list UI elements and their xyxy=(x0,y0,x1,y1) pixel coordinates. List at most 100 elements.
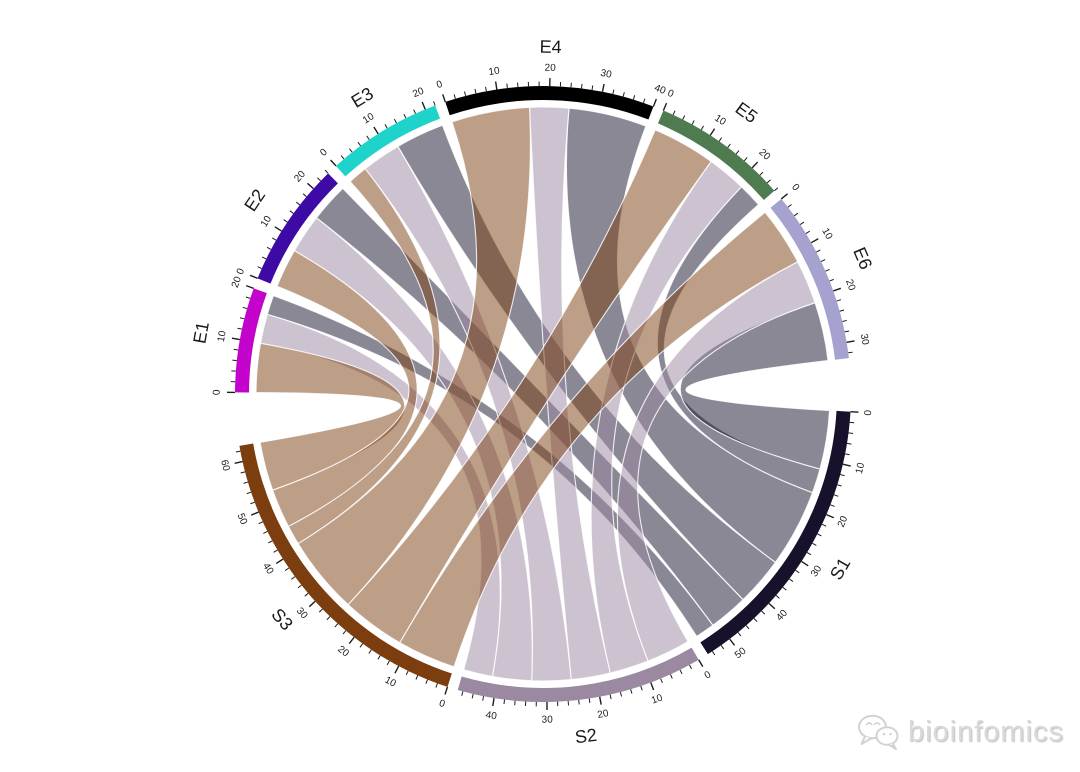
axis-tick xyxy=(775,595,780,599)
axis-tick xyxy=(295,201,301,206)
axis-tick xyxy=(599,696,602,705)
sector-label-e1: E1 xyxy=(189,320,213,345)
tick-label-e5-20: 20 xyxy=(756,147,772,163)
axis-tick xyxy=(250,501,255,505)
axis-tick xyxy=(691,120,695,125)
axis-tick xyxy=(340,155,345,160)
axis-tick xyxy=(266,246,272,250)
tick-label-s3-0: 0 xyxy=(438,698,447,710)
tick-label-e6-20: 20 xyxy=(843,278,857,293)
axis-tick xyxy=(720,644,725,650)
axis-tick xyxy=(326,616,331,621)
axis-tick xyxy=(682,115,686,120)
axis-tick xyxy=(243,481,249,484)
axis-tick xyxy=(415,675,419,680)
axis-tick xyxy=(652,98,657,107)
axis-tick xyxy=(799,221,805,225)
axis-tick xyxy=(826,513,835,519)
tick-label-e4-0: 0 xyxy=(435,79,444,91)
axis-tick xyxy=(630,689,633,694)
axis-tick xyxy=(494,81,498,90)
axis-tick xyxy=(394,665,400,674)
axis-tick xyxy=(793,212,799,217)
sector-label-e4: E4 xyxy=(539,37,561,57)
axis-tick xyxy=(737,632,742,637)
axis-tick xyxy=(308,600,316,608)
axis-tick xyxy=(245,296,251,299)
axis-tick xyxy=(318,608,323,613)
axis-tick xyxy=(837,484,842,487)
sector-arc-e6 xyxy=(770,198,849,360)
axis-tick xyxy=(679,669,683,675)
axis-tick xyxy=(283,219,288,223)
axis-tick xyxy=(433,101,436,106)
ribbon-s3-e3 xyxy=(287,167,441,545)
ribbon-s3-e2 xyxy=(271,249,418,528)
axis-tick xyxy=(643,98,646,104)
tick-label-s3-40: 40 xyxy=(260,561,275,577)
tick-label-s1-50: 50 xyxy=(733,645,749,661)
axis-tick xyxy=(810,238,819,244)
sector-arc-e5 xyxy=(657,110,775,200)
axis-tick xyxy=(274,226,282,232)
axis-tick xyxy=(622,92,625,97)
axis-tick xyxy=(812,542,817,546)
axis-tick xyxy=(836,299,842,302)
axis-tick xyxy=(609,694,612,700)
axis-tick xyxy=(444,686,449,695)
axis-tick xyxy=(759,171,764,176)
axis-tick xyxy=(234,460,243,464)
axis-tick xyxy=(816,249,821,253)
axis-tick xyxy=(805,230,811,234)
axis-tick xyxy=(302,193,307,198)
tick-label-e5-0: 0 xyxy=(666,88,676,100)
axis-tick xyxy=(817,533,822,537)
axis-tick xyxy=(768,602,776,610)
axis-tick xyxy=(844,330,850,333)
axis-tick xyxy=(506,83,508,89)
axis-tick xyxy=(632,95,636,100)
axis-tick xyxy=(386,660,390,666)
sector-label-s2: S2 xyxy=(574,725,598,748)
axis-tick xyxy=(246,491,252,495)
axis-tick xyxy=(461,691,464,696)
tick-label-e4-40: 40 xyxy=(653,83,668,97)
axis-tick xyxy=(284,567,290,571)
tick-label-s2-20: 20 xyxy=(597,708,610,721)
tick-label-e3-10: 10 xyxy=(361,111,377,126)
axis-tick xyxy=(425,679,429,684)
axis-tick xyxy=(324,169,329,174)
axis-tick xyxy=(257,266,262,270)
axis-tick xyxy=(249,274,258,279)
axis-tick xyxy=(373,126,379,135)
axis-tick xyxy=(672,110,676,116)
axis-tick xyxy=(619,691,623,697)
tick-label-e3-20: 20 xyxy=(411,86,426,101)
axis-tick xyxy=(348,636,355,645)
axis-tick xyxy=(718,137,723,142)
axis-tick xyxy=(261,256,267,260)
tick-label-e6-10: 10 xyxy=(819,226,834,241)
axis-tick xyxy=(662,102,668,111)
axis-tick xyxy=(591,85,594,91)
sector-label-e2: E2 xyxy=(240,186,269,215)
axis-tick xyxy=(250,511,259,516)
axis-tick xyxy=(413,109,416,114)
axis-tick xyxy=(366,135,370,140)
axis-tick xyxy=(289,210,294,214)
axis-tick xyxy=(273,549,278,553)
axis-tick xyxy=(782,586,787,591)
axis-tick xyxy=(233,348,239,351)
sector-label-e6: E6 xyxy=(849,244,876,272)
axis-tick xyxy=(845,453,850,456)
axis-tick xyxy=(291,576,296,580)
axis-tick xyxy=(393,118,397,124)
axis-tick xyxy=(357,141,362,147)
axis-tick xyxy=(485,86,487,92)
axis-tick xyxy=(743,157,748,162)
axis-tick xyxy=(359,643,364,648)
axis-tick xyxy=(689,664,693,670)
tick-label-e1-0: 0 xyxy=(212,389,223,395)
